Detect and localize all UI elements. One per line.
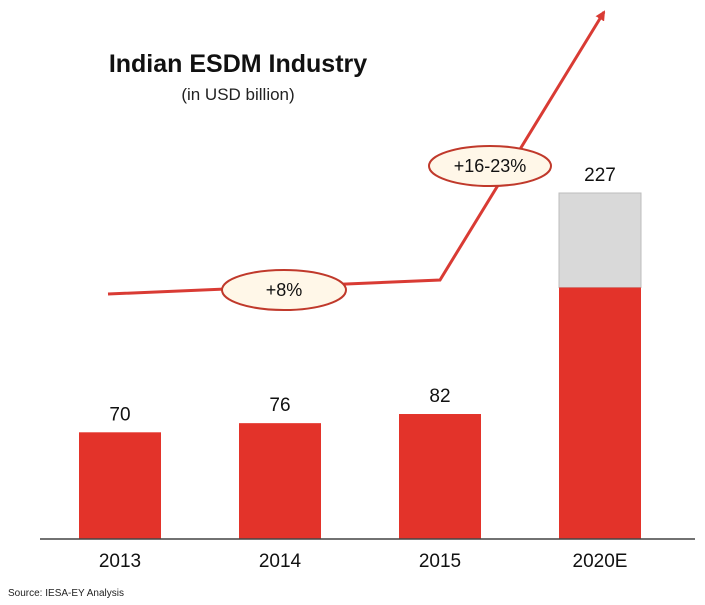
x-tick-label-2013: 2013	[99, 551, 141, 572]
bar-projected-range-2020E	[558, 192, 642, 289]
value-label-2015: 82	[429, 386, 450, 407]
bar-2013	[79, 432, 161, 539]
chart-subtitle: (in USD billion)	[181, 85, 294, 104]
growth-annotation-2-label: +16-23%	[454, 156, 527, 176]
x-tick-label-2014: 2014	[259, 551, 302, 572]
source-note: Source: IESA-EY Analysis	[8, 588, 124, 599]
bars-group: 70 2013 76 2014 82 2015 227 2020E	[79, 165, 642, 572]
growth-annotation-1: +8%	[221, 269, 347, 311]
value-label-2013: 70	[109, 404, 130, 425]
growth-trend-line	[107, 10, 606, 296]
growth-annotation-2: +16-23%	[428, 145, 552, 187]
value-label-2020E: 227	[584, 165, 616, 186]
bar-2014	[239, 423, 321, 539]
chart-title: Indian ESDM Industry	[109, 50, 367, 78]
value-label-2014: 76	[269, 395, 290, 416]
x-tick-label-2015: 2015	[419, 551, 461, 572]
bar-2020E	[559, 287, 641, 539]
x-tick-label-2020E: 2020E	[573, 551, 628, 572]
bar-2015	[399, 414, 481, 539]
growth-annotation-1-label: +8%	[266, 280, 303, 300]
